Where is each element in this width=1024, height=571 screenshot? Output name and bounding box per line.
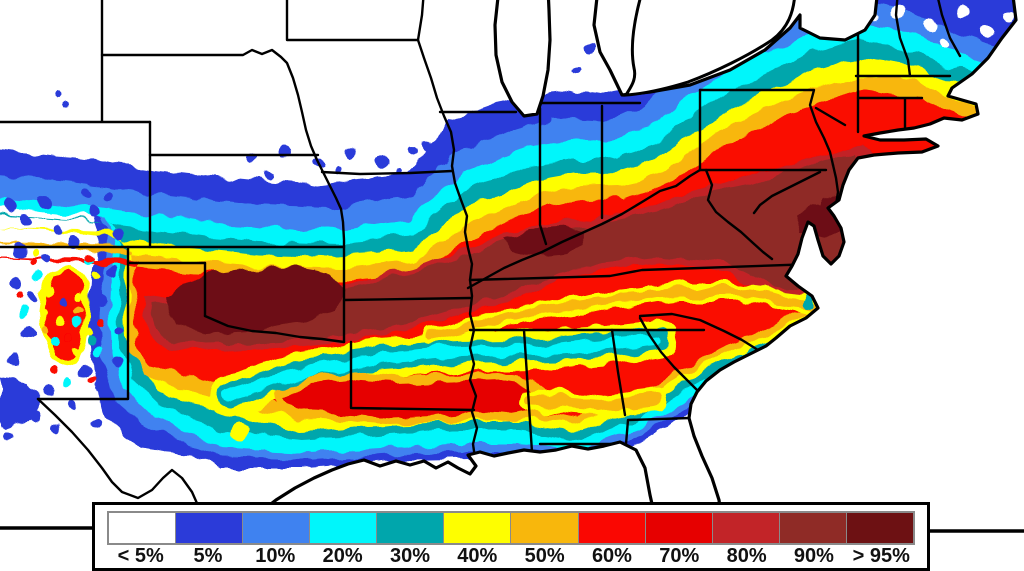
- legend-swatch: [846, 513, 913, 543]
- border-mn-ia: [285, 0, 426, 42]
- border-wv-va: [704, 168, 774, 261]
- legend-swatch: [578, 513, 646, 543]
- legend-swatch: [243, 513, 311, 543]
- legend-swatch: [444, 513, 512, 543]
- border-rio-grande: [36, 397, 208, 532]
- legend-label: > 95%: [852, 545, 910, 567]
- speckle-dots-orange: [42, 306, 84, 334]
- border-red-river: [203, 314, 346, 344]
- legend-label: 60%: [591, 545, 632, 567]
- ontario-peninsula: [623, 0, 796, 97]
- gold-streak-ms-core: [526, 394, 661, 413]
- legend-swatch: [511, 513, 579, 543]
- legend-label: 5%: [193, 545, 223, 567]
- border-nh-me: [934, 0, 962, 58]
- legend-label: 10%: [255, 545, 296, 567]
- figure-frame-lines: [0, 526, 1024, 533]
- border-ky-tn-va-nc: [468, 262, 817, 282]
- border-vt-nh: [894, 0, 912, 78]
- state-borders: [0, 0, 962, 532]
- border-ia-mo: [320, 169, 454, 176]
- border-nj-delaware-river: [814, 106, 847, 207]
- gold-streak-tn-core: [427, 287, 843, 341]
- legend-swatch: [310, 513, 378, 543]
- speckle-dots-red: [16, 252, 106, 386]
- border-ar-la: [349, 340, 476, 412]
- legend-label: 90%: [793, 545, 834, 567]
- legend-label: 50%: [524, 545, 565, 567]
- legend-label: 70%: [659, 545, 700, 567]
- legend-swatch: [645, 513, 713, 543]
- border-ohio-river: [466, 168, 702, 290]
- border-ms-al: [522, 328, 534, 454]
- south-band-red: [282, 380, 545, 417]
- legend-label: 80%: [726, 545, 767, 567]
- speckle-dots-teal: [88, 296, 812, 344]
- legend-label: 20%: [322, 545, 363, 567]
- probability-legend: < 5% 5% 10% 20% 30% 40% 50% 60% 70% 80% 90% > 95%: [92, 502, 930, 571]
- legend-label: 30%: [389, 545, 430, 567]
- legend-label: < 5%: [117, 545, 164, 567]
- legend-swatch: [779, 513, 847, 543]
- legend-swatch: [109, 513, 177, 543]
- legend-label-row: < 5% 5% 10% 20% 30% 40% 50% 60% 70% 80% 90% > 95%: [107, 545, 915, 568]
- border-ct-ri: [856, 96, 924, 130]
- legend-label: 40%: [457, 545, 498, 567]
- speckle-dots-yellow: [32, 248, 249, 441]
- border-nc-sc: [638, 312, 760, 352]
- border-al-ga: [610, 328, 627, 417]
- border-potomac: [752, 170, 822, 215]
- legend-swatch: [176, 513, 244, 543]
- border-sd-ne-missouri-river: [100, 48, 346, 344]
- border-nm-tx: [36, 245, 207, 401]
- legend-swatch-row: [107, 511, 915, 545]
- legend-swatch: [377, 513, 445, 543]
- border-mississippi-river: [416, 38, 479, 460]
- border-pa: [698, 88, 835, 172]
- border-il-in: [538, 106, 548, 246]
- legend-swatch: [712, 513, 780, 543]
- border-fl-north: [538, 416, 692, 446]
- border-mo-ar: [342, 296, 472, 302]
- valley-cyan: [222, 333, 664, 402]
